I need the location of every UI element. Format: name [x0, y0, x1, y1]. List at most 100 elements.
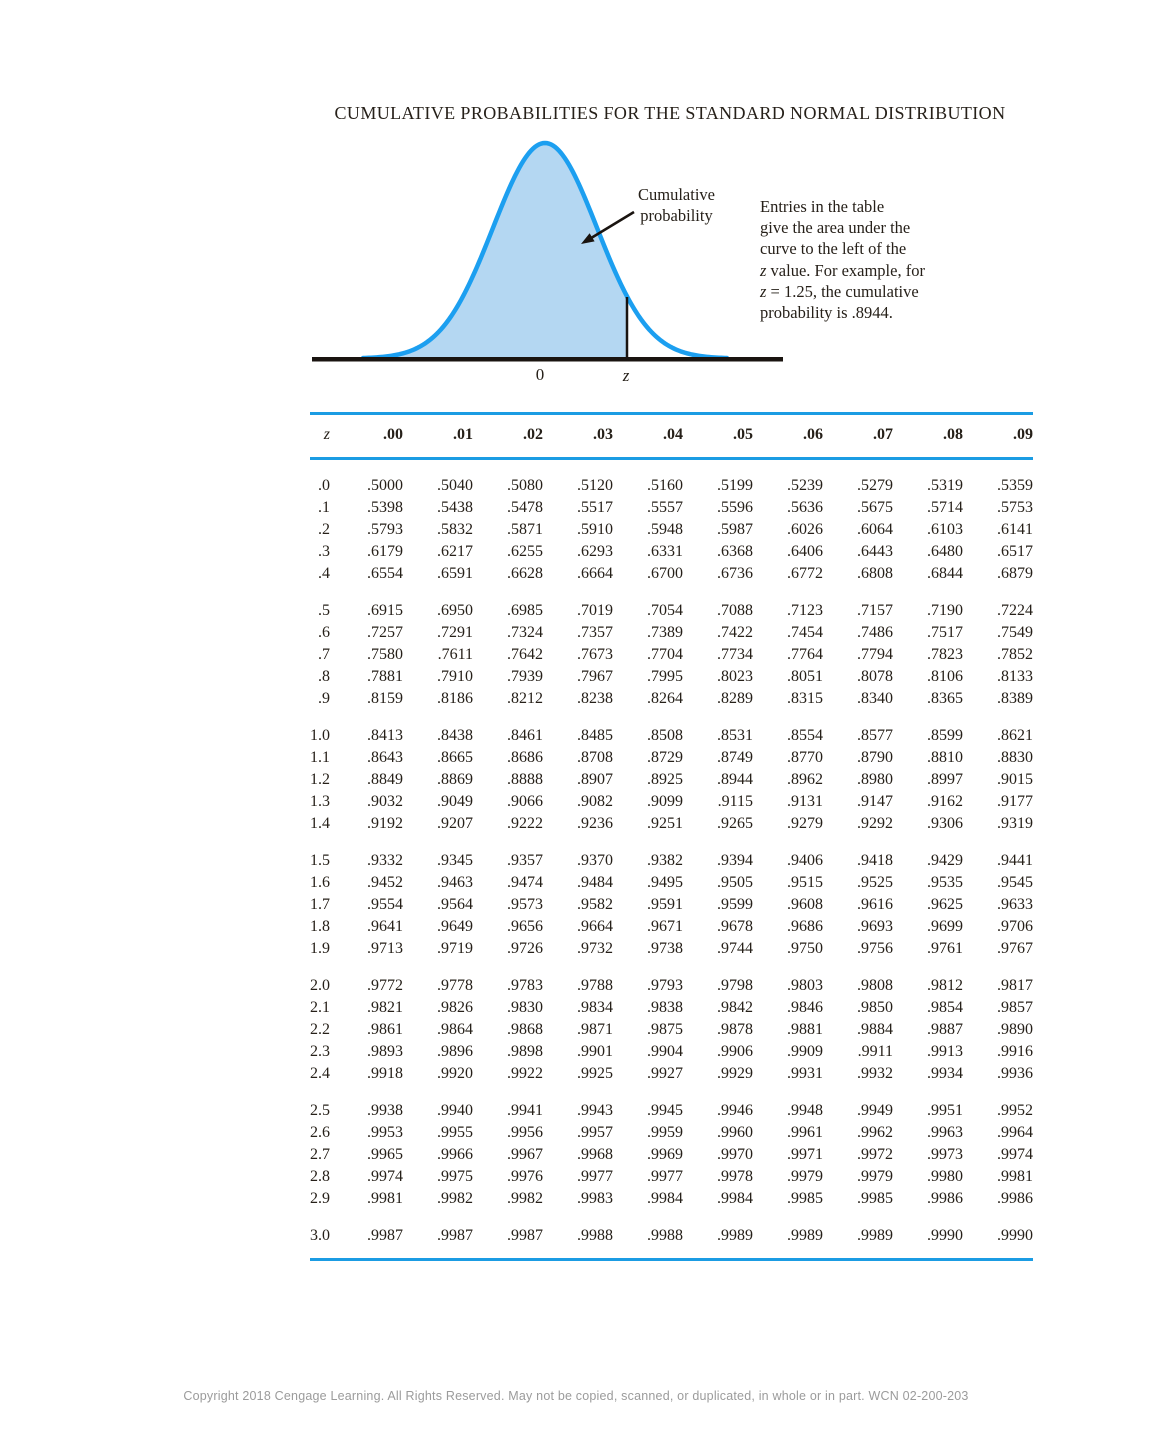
probability-cell: .9955: [437, 1124, 473, 1141]
callout-line-1: Cumulative: [638, 185, 715, 204]
probability-cell: .6736: [717, 565, 753, 582]
probability-cell: .9974: [367, 1168, 403, 1185]
probability-cell: .9495: [647, 874, 683, 891]
probability-cell: .7157: [857, 602, 893, 619]
probability-cell: .9977: [577, 1168, 613, 1185]
probability-cell: .5319: [927, 477, 963, 494]
table-row: 2.9 .9981 .9982 .9982 .9983 .9984 .9984 .9985 .9…: [310, 1188, 1033, 1210]
probability-cell: .9370: [577, 852, 613, 869]
z-value-cell: .0: [318, 477, 330, 494]
probability-cell: .9767: [997, 940, 1033, 957]
probability-cell: .9554: [367, 896, 403, 913]
probability-cell: .9808: [857, 977, 893, 994]
probability-cell: .8729: [647, 749, 683, 766]
probability-cell: .9826: [437, 999, 473, 1016]
probability-cell: .9525: [857, 874, 893, 891]
probability-cell: .5675: [857, 499, 893, 516]
horizontal-axis: [312, 357, 783, 362]
probability-cell: .9535: [927, 874, 963, 891]
table-row: 1.8 .9641 .9649 .9656 .9664 .9671 .9678 .9686 .9…: [310, 916, 1033, 938]
probability-cell: .6293: [577, 543, 613, 560]
z-table-body: .0.5000.5040.5080.5120.5160.5199.5239.52…: [310, 460, 1033, 1261]
probability-cell: .8078: [857, 668, 893, 685]
probability-cell: .9990: [927, 1227, 963, 1244]
probability-cell: .9868: [507, 1021, 543, 1038]
probability-cell: .9671: [647, 918, 683, 935]
probability-cell: .5871: [507, 521, 543, 538]
probability-cell: .9918: [367, 1065, 403, 1082]
header-cell: .04: [663, 426, 683, 443]
z-value-cell: 1.4: [310, 815, 330, 832]
italic-z: z: [760, 260, 767, 280]
z-value-cell: 2.2: [310, 1021, 330, 1038]
probability-cell: .9963: [927, 1124, 963, 1141]
probability-cell: .9968: [577, 1146, 613, 1163]
table-block: 2.0 .9772 .9778 .9783 .9788 .9793 .9798 .9803 .9…: [310, 975, 1033, 1085]
probability-cell: .9616: [857, 896, 893, 913]
note-line: give the area under the: [760, 218, 911, 238]
table-row: 1.3 .9032 .9049 .9066 .9082 .9099 .9115 .9131 .9…: [310, 791, 1033, 813]
probability-cell: .8665: [437, 749, 473, 766]
probability-cell: .9979: [787, 1168, 823, 1185]
probability-cell: .6103: [927, 521, 963, 538]
probability-cell: .9608: [787, 896, 823, 913]
table-row: 2.6 .9953 .9955 .9956 .9957 .9959 .9960 .9961 .9…: [310, 1122, 1033, 1144]
probability-cell: .9916: [997, 1043, 1033, 1060]
z-value-cell: .9: [318, 690, 330, 707]
probability-cell: .9713: [367, 940, 403, 957]
probability-cell: .9236: [577, 815, 613, 832]
probability-cell: .9976: [507, 1168, 543, 1185]
probability-cell: .9357: [507, 852, 543, 869]
probability-cell: .9788: [577, 977, 613, 994]
probability-cell: .9984: [647, 1190, 683, 1207]
probability-cell: .7881: [367, 668, 403, 685]
probability-cell: .9678: [717, 918, 753, 935]
probability-cell: .6950: [437, 602, 473, 619]
table-block: 3.0 .9987 .9987 .9987 .9988 .9988 .9989 .9989 .9…: [310, 1225, 1033, 1247]
header-cell: .07: [873, 426, 893, 443]
probability-cell: .7852: [997, 646, 1033, 663]
probability-cell: .9871: [577, 1021, 613, 1038]
probability-cell: .9332: [367, 852, 403, 869]
probability-cell: .9778: [437, 977, 473, 994]
probability-cell: .8708: [577, 749, 613, 766]
probability-cell: .9989: [857, 1227, 893, 1244]
probability-cell: .9948: [787, 1102, 823, 1119]
header-cell: .05: [733, 426, 753, 443]
probability-cell: .9505: [717, 874, 753, 891]
probability-cell: .9850: [857, 999, 893, 1016]
probability-cell: .5438: [437, 499, 473, 516]
table-row: 1.4 .9192 .9207 .9222 .9236 .9251 .9265 .9279 .9…: [310, 813, 1033, 835]
probability-cell: .7088: [717, 602, 753, 619]
probability-cell: .7910: [437, 668, 473, 685]
probability-cell: .5199: [717, 477, 753, 494]
probability-cell: .8810: [927, 749, 963, 766]
probability-cell: .5517: [577, 499, 613, 516]
table-row: 2.0 .9772 .9778 .9783 .9788 .9793 .9798 .9803 .9…: [310, 975, 1033, 997]
callout-line-2: probability: [640, 205, 713, 225]
probability-cell: .9985: [857, 1190, 893, 1207]
probability-cell: .9429: [927, 852, 963, 869]
probability-cell: .9131: [787, 793, 823, 810]
probability-cell: .9591: [647, 896, 683, 913]
table-row: 1.6 .9452 .9463 .9474 .9484 .9495 .9505 .9515 .9…: [310, 872, 1033, 894]
callout-arrow-shaft: [591, 210, 635, 239]
probability-cell: .9817: [997, 977, 1033, 994]
probability-cell: .6026: [787, 521, 823, 538]
probability-cell: .9898: [507, 1043, 543, 1060]
probability-cell: .9099: [647, 793, 683, 810]
probability-cell: .9394: [717, 852, 753, 869]
probability-cell: .9406: [787, 852, 823, 869]
probability-cell: .9875: [647, 1021, 683, 1038]
probability-cell: .9441: [997, 852, 1033, 869]
header-cell: .00: [383, 426, 403, 443]
probability-cell: .8997: [927, 771, 963, 788]
probability-cell: .9265: [717, 815, 753, 832]
probability-cell: .7123: [787, 602, 823, 619]
table-block: 2.5 .9938 .9940 .9941 .9943 .9945 .9946 .9948 .9…: [310, 1100, 1033, 1210]
probability-cell: .9913: [927, 1043, 963, 1060]
probability-cell: .9049: [437, 793, 473, 810]
probability-cell: .9633: [997, 896, 1033, 913]
probability-cell: .9987: [367, 1227, 403, 1244]
probability-cell: .9846: [787, 999, 823, 1016]
